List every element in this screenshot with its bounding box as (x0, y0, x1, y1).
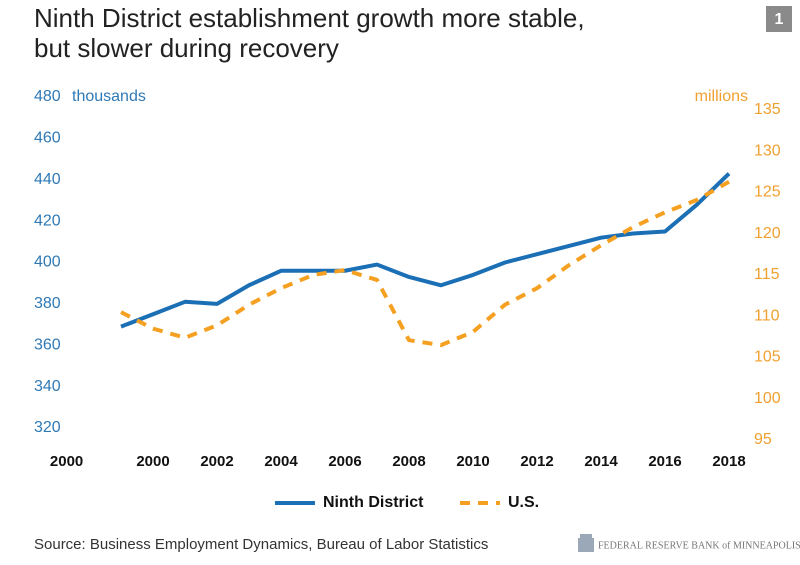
x-tick-label: 2000 (136, 453, 169, 470)
y2-tick-label: 120 (754, 225, 781, 242)
x-tick-label: 2004 (264, 453, 298, 470)
y-tick-label: 340 (34, 378, 61, 395)
y2-tick-label: 110 (754, 307, 780, 324)
x-tick-label: 2016 (648, 453, 681, 470)
series-line (120, 172, 731, 329)
y-tick-label: 320 (34, 419, 61, 436)
series-line (120, 180, 730, 348)
y-tick-label: 480 (34, 88, 61, 105)
legend-label: U.S. (508, 494, 539, 511)
x-tick-label: 2018 (712, 453, 745, 470)
y-tick-label: 420 (34, 212, 61, 229)
badge-box (766, 6, 792, 32)
x-tick-label: 2000 (50, 453, 83, 470)
source: Source: Business Employment Dynamics, Bu… (34, 536, 488, 553)
x-tick-label: 2010 (456, 453, 489, 470)
legend-label: Ninth District (323, 494, 424, 511)
chart-title: Ninth District establishment growth more… (34, 3, 585, 33)
logo-icon (578, 534, 594, 552)
y-tick-label: 360 (34, 336, 61, 353)
y-tick-label: 380 (34, 295, 61, 312)
y-tick-label: 400 (34, 254, 61, 271)
y2-tick-label: 100 (754, 390, 781, 407)
chart-title: but slower during recovery (34, 33, 339, 63)
y2-tick-label: 115 (754, 266, 780, 283)
y-tick-label: 440 (34, 171, 61, 188)
y2-tick-label: 130 (754, 142, 781, 159)
y2-tick-label: 135 (754, 101, 781, 118)
badge: 1 (775, 11, 784, 28)
logo: FEDERAL RESERVE BANK of MINNEAPOLIS (598, 540, 800, 551)
y-axis-label: thousands (72, 88, 146, 105)
x-tick-label: 2002 (200, 453, 233, 470)
x-tick-label: 2012 (520, 453, 553, 470)
y2-axis-label: millions (695, 88, 748, 105)
y2-tick-label: 125 (754, 184, 781, 201)
x-tick-label: 2008 (392, 453, 425, 470)
y2-tick-label: 95 (754, 431, 772, 448)
y2-tick-label: 105 (754, 349, 781, 366)
x-tick-label: 2006 (328, 453, 361, 470)
x-tick-label: 2014 (584, 453, 618, 470)
y-tick-label: 460 (34, 130, 61, 147)
